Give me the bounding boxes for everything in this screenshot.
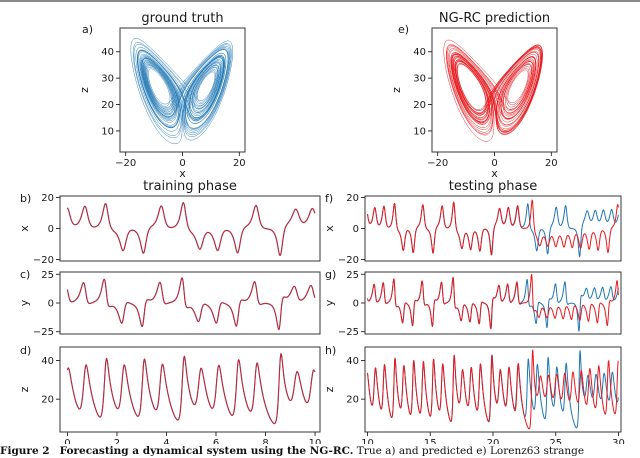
y-tick-label: −20 (33, 255, 54, 266)
plot-title: training phase (143, 179, 237, 194)
y-tick-label: −20 (338, 255, 359, 266)
panel-a: 10 20 30 40 −20 0 20 ground truth z x a) (78, 11, 246, 180)
panel-c: −25 0 25 y c) (18, 268, 321, 338)
x-tick-label: 25 (549, 438, 562, 444)
y-axis-label: z (323, 386, 336, 392)
x-tick-label: 0 (491, 158, 497, 169)
panel-letter: h) (325, 344, 336, 357)
x-tick-label: 10 (309, 438, 322, 444)
y-tick-label: 10 (413, 126, 426, 137)
y-tick-label: −25 (33, 327, 54, 338)
x-tick-label: 20 (233, 158, 246, 169)
y-tick-label: 40 (413, 47, 426, 58)
plot-area-e (443, 39, 543, 142)
y-tick-label: 25 (41, 270, 54, 281)
series-prediction (67, 202, 316, 256)
y-tick-label: 0 (353, 224, 359, 235)
plot-area-h (367, 349, 619, 430)
plot-area-b (66, 202, 316, 256)
panel-letter: g) (325, 268, 336, 281)
y-axis-label: y (323, 299, 336, 306)
panel-letter: b) (20, 192, 31, 205)
series-prediction (367, 274, 619, 329)
x-tick-label: −20 (115, 158, 136, 169)
plot-area-c (66, 277, 316, 331)
y-tick-label: 20 (346, 193, 359, 204)
panel-h: 20401015202530ztimeh) (323, 344, 625, 444)
y-axis-label: z (18, 386, 31, 392)
x-tick-label: 0 (64, 438, 70, 444)
y-tick-label: 0 (48, 224, 54, 235)
panel-b: −20 0 20 training phase x b) (18, 179, 321, 266)
y-tick-label: 40 (41, 356, 54, 367)
y-tick-label: 20 (41, 395, 54, 406)
caption-label: Figure 2 (0, 445, 50, 457)
x-tick-label: 30 (612, 438, 625, 444)
y-tick-label: −25 (338, 327, 359, 338)
x-tick-label: 0 (179, 158, 185, 169)
caption-text: True a) and predicted e) Lorenz63 strang… (353, 445, 585, 457)
x-axis-label: x (491, 167, 498, 180)
y-tick-label: 25 (346, 270, 359, 281)
x-tick-label: 20 (545, 158, 558, 169)
y-tick-label: 20 (41, 193, 54, 204)
series-prediction (66, 353, 316, 425)
axes-frame (364, 195, 622, 262)
x-tick-label: 15 (424, 438, 437, 444)
y-tick-label: 20 (346, 395, 359, 406)
x-tick-label: 4 (163, 438, 169, 444)
y-axis-label: z (390, 87, 403, 93)
figure-caption: Figure 2 Forecasting a dynamical system … (0, 444, 640, 458)
plot-title: NG-RC prediction (439, 11, 550, 26)
x-tick-label: 20 (487, 438, 500, 444)
attractor-series-truth (130, 37, 234, 145)
y-tick-label: 30 (101, 74, 114, 85)
panel-letter: f) (325, 192, 333, 205)
plot-area-f (367, 199, 619, 258)
caption-bold-text: Forecasting a dynamical system using the… (59, 445, 354, 457)
panel-d: 20400246810ztimed) (18, 344, 321, 444)
series-prediction (66, 277, 316, 330)
y-axis-label: x (18, 225, 31, 232)
panel-letter: d) (20, 344, 31, 357)
series-prediction (367, 199, 619, 256)
x-axis-label: x (179, 167, 186, 180)
y-axis-label: y (18, 299, 31, 306)
plot-area-d (66, 353, 316, 425)
plot-title: ground truth (141, 11, 223, 26)
panel-letter: a) (82, 23, 93, 36)
plot-area-a (130, 37, 234, 145)
panel-f: −20 0 20 testing phase x f) (323, 179, 622, 266)
y-tick-label: 40 (101, 47, 114, 58)
axes-frame (59, 271, 321, 335)
series-truth (66, 277, 316, 331)
y-tick-label: 30 (413, 74, 426, 85)
y-tick-label: 20 (413, 100, 426, 111)
y-tick-label: 40 (346, 356, 359, 367)
axes-frame (59, 346, 321, 433)
plot-title: testing phase (449, 179, 537, 194)
y-tick-label: 0 (48, 299, 54, 310)
plot-area-g (367, 274, 619, 332)
top-border-line (0, 0, 640, 2)
y-axis-label: z (78, 87, 91, 93)
x-tick-label: 8 (262, 438, 268, 444)
series-prediction (367, 349, 619, 430)
y-tick-label: 0 (353, 299, 359, 310)
y-tick-label: 20 (101, 100, 114, 111)
x-tick-label: 10 (361, 438, 374, 444)
x-tick-label: 2 (114, 438, 120, 444)
panel-e: 10 20 30 40 −20 0 20 NG-RC prediction z x e) (390, 11, 558, 180)
x-tick-label: −20 (427, 158, 448, 169)
attractor-series-prediction (443, 39, 543, 142)
panel-letter: e) (398, 23, 409, 36)
x-tick-label: 6 (213, 438, 219, 444)
y-tick-label: 10 (101, 126, 114, 137)
y-axis-label: x (323, 225, 336, 232)
panel-g: −25 0 25 y g) (323, 268, 622, 338)
panel-letter: c) (20, 268, 30, 281)
